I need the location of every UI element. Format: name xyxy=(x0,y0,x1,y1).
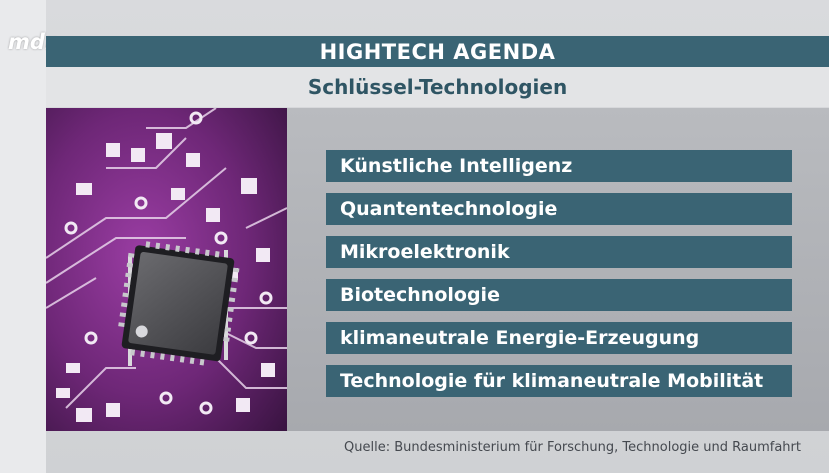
list-item-label: Quantentechnologie xyxy=(340,198,558,220)
list-item-label: Technologie für klimaneutrale Mobilität xyxy=(340,370,764,392)
circuit-board-image xyxy=(46,108,287,431)
list-item: Künstliche Intelligenz xyxy=(326,150,792,182)
list-item-label: Künstliche Intelligenz xyxy=(340,155,573,177)
source-caption: Quelle: Bundesministerium für Forschung,… xyxy=(344,439,801,455)
subtitle-bar: Schlüssel-Technologien xyxy=(46,67,829,107)
list-item: Biotechnologie xyxy=(326,279,792,311)
left-margin-band xyxy=(0,0,46,473)
page-title: HIGHTECH AGENDA xyxy=(319,39,556,64)
list-item-label: Biotechnologie xyxy=(340,284,500,306)
list-item: Mikroelektronik xyxy=(326,236,792,268)
page-subtitle: Schlüssel-Technologien xyxy=(307,75,568,99)
list-item: Quantentechnologie xyxy=(326,193,792,225)
list-item: klimaneutrale Energie-Erzeugung xyxy=(326,322,792,354)
list-item: Technologie für klimaneutrale Mobilität xyxy=(326,365,792,397)
list-item-label: klimaneutrale Energie-Erzeugung xyxy=(340,327,700,349)
list-item-label: Mikroelektronik xyxy=(340,241,510,263)
title-bar: HIGHTECH AGENDA xyxy=(46,36,829,67)
